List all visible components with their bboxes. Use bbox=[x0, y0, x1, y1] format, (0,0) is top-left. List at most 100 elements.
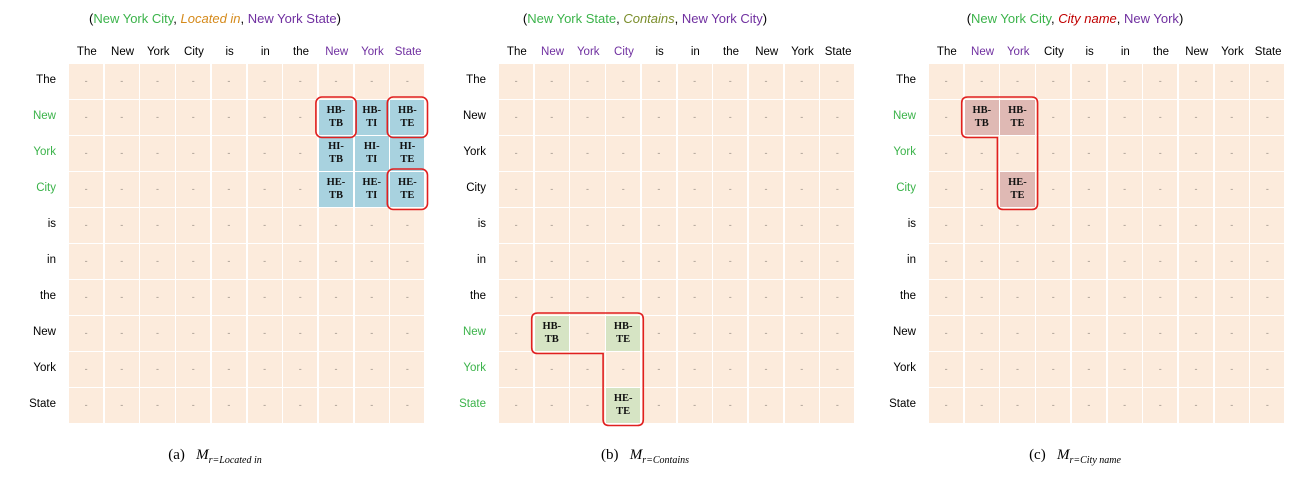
empty-cell-dash: - bbox=[980, 184, 984, 195]
matrix-cell: - bbox=[1143, 316, 1178, 351]
matrix-cell: - bbox=[1036, 316, 1071, 351]
empty-cell-dash: - bbox=[263, 112, 267, 123]
title-subject: New York State bbox=[527, 11, 617, 26]
title-relation: City name bbox=[1058, 11, 1117, 26]
matrix-cell: - bbox=[534, 208, 569, 243]
empty-cell-dash: - bbox=[980, 328, 984, 339]
empty-cell-dash: - bbox=[1087, 400, 1091, 411]
matrix-cell: - bbox=[390, 208, 425, 243]
empty-cell-dash: - bbox=[550, 148, 554, 159]
empty-cell-dash: - bbox=[621, 148, 625, 159]
empty-cell-dash: - bbox=[1015, 400, 1019, 411]
row-header: The bbox=[36, 74, 56, 86]
empty-cell-dash: - bbox=[84, 184, 88, 195]
empty-cell-dash: - bbox=[944, 184, 948, 195]
row-header: York bbox=[893, 146, 916, 158]
matrix-cell: - bbox=[641, 280, 676, 315]
matrix-cell: - bbox=[176, 280, 211, 315]
empty-cell-dash: - bbox=[764, 256, 768, 267]
matrix-cell: - bbox=[1071, 64, 1106, 99]
empty-cell-dash: - bbox=[550, 76, 554, 87]
row-header: New bbox=[462, 326, 486, 338]
matrix-cell: - bbox=[1000, 316, 1035, 351]
empty-cell-dash: - bbox=[657, 256, 661, 267]
empty-cell-dash: - bbox=[835, 400, 839, 411]
empty-cell-dash: - bbox=[514, 364, 518, 375]
empty-cell-dash: - bbox=[980, 400, 984, 411]
empty-cell-dash: - bbox=[120, 364, 124, 375]
caption-label: (a) bbox=[168, 447, 185, 463]
cell-tag-label: HI- TI bbox=[363, 141, 380, 166]
matrix-cell: - bbox=[1000, 64, 1035, 99]
empty-cell-dash: - bbox=[835, 364, 839, 375]
column-header: New bbox=[111, 46, 135, 58]
matrix-cell: - bbox=[1250, 388, 1285, 423]
matrix-cell: - bbox=[748, 352, 784, 387]
column-header: the bbox=[293, 46, 310, 58]
empty-cell-dash: - bbox=[120, 184, 124, 195]
empty-cell-dash: - bbox=[550, 184, 554, 195]
matrix-cell: - bbox=[354, 388, 389, 423]
empty-cell-dash: - bbox=[334, 292, 338, 303]
empty-cell-dash: - bbox=[84, 292, 88, 303]
matrix-cell: - bbox=[534, 100, 569, 135]
empty-cell-dash: - bbox=[621, 220, 625, 231]
matrix-cell: - bbox=[820, 100, 855, 135]
empty-cell-dash: - bbox=[155, 184, 159, 195]
matrix-cell: - bbox=[784, 172, 819, 207]
empty-cell-dash: - bbox=[405, 400, 409, 411]
column-header: in bbox=[260, 46, 270, 58]
caption-spacer bbox=[185, 447, 196, 463]
matrix-cell: - bbox=[1214, 136, 1249, 171]
matrix-cell: - bbox=[606, 280, 641, 315]
empty-cell-dash: - bbox=[227, 148, 231, 159]
empty-cell-dash: - bbox=[1158, 148, 1162, 159]
matrix-cell: - bbox=[140, 352, 175, 387]
matrix-cell: - bbox=[1071, 244, 1106, 279]
empty-cell-dash: - bbox=[764, 364, 768, 375]
empty-cell-dash: - bbox=[800, 292, 804, 303]
cell-tag-label: HB- TB bbox=[972, 105, 992, 130]
matrix-cell: - bbox=[1250, 172, 1285, 207]
matrix-cell: - bbox=[1214, 208, 1249, 243]
empty-cell-dash: - bbox=[405, 220, 409, 231]
cell-tag-label: HB- TB bbox=[326, 105, 346, 130]
matrix-cell: - bbox=[964, 172, 999, 207]
matrix-cell: - bbox=[283, 388, 318, 423]
matrix-cell: - bbox=[1250, 352, 1285, 387]
matrix-cell: - bbox=[1036, 136, 1071, 171]
matrix-cell: - bbox=[748, 136, 784, 171]
title-sep2: , bbox=[240, 11, 248, 26]
empty-cell-dash: - bbox=[657, 148, 661, 159]
matrix-cell: - bbox=[176, 244, 211, 279]
matrix-cell: - bbox=[748, 280, 784, 315]
matrix-cell: - bbox=[354, 208, 389, 243]
caption-subscript: r=Located in bbox=[208, 455, 262, 466]
empty-cell-dash: - bbox=[693, 364, 697, 375]
empty-cell-dash: - bbox=[1158, 364, 1162, 375]
matrix-cell: HB- TB bbox=[534, 316, 569, 351]
matrix-cell: - bbox=[1000, 136, 1035, 171]
matrix-cell: - bbox=[1178, 280, 1214, 315]
matrix-cell: - bbox=[713, 136, 748, 171]
matrix-cell: - bbox=[1107, 316, 1142, 351]
empty-cell-dash: - bbox=[835, 256, 839, 267]
empty-cell-dash: - bbox=[764, 220, 768, 231]
empty-cell-dash: - bbox=[191, 148, 195, 159]
matrix-cell: - bbox=[1143, 136, 1178, 171]
matrix-cell: - bbox=[176, 172, 211, 207]
matrix-cell: HI- TB bbox=[318, 136, 354, 171]
empty-cell-dash: - bbox=[1087, 184, 1091, 195]
column-header: York bbox=[1006, 46, 1030, 58]
empty-cell-dash: - bbox=[1194, 112, 1198, 123]
empty-cell-dash: - bbox=[1087, 112, 1091, 123]
empty-cell-dash: - bbox=[764, 112, 768, 123]
matrix-cell: - bbox=[211, 64, 246, 99]
row-header: New bbox=[32, 110, 56, 122]
empty-cell-dash: - bbox=[191, 184, 195, 195]
matrix-cell: - bbox=[677, 316, 712, 351]
empty-cell-dash: - bbox=[1158, 292, 1162, 303]
matrix-cell: - bbox=[211, 352, 246, 387]
title-object: New York State bbox=[247, 11, 337, 26]
matrix-cell: - bbox=[283, 208, 318, 243]
